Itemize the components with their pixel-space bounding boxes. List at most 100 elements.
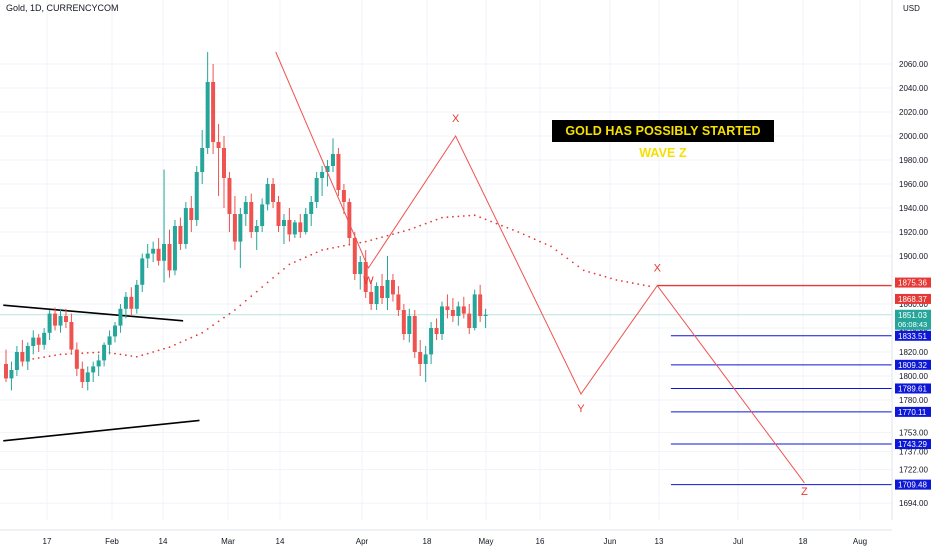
ma-dot — [157, 349, 160, 352]
price-badge — [895, 383, 931, 394]
target-level-lines — [657, 284, 892, 486]
ma-dot — [457, 215, 460, 218]
candle-body — [276, 202, 281, 226]
candle-body — [396, 294, 401, 310]
price-tick-label: 2060.00 — [899, 60, 928, 69]
ma-dot — [195, 334, 198, 337]
candle-body — [374, 286, 379, 304]
ma-dot — [48, 355, 51, 358]
candle-body — [358, 262, 363, 274]
ma-dot — [408, 228, 411, 231]
ma-dot — [217, 320, 220, 323]
ma-dot — [277, 272, 280, 275]
candle-body — [243, 202, 248, 214]
ma-dot — [32, 358, 35, 360]
ma-dot — [370, 239, 373, 242]
price-badge-label: 1868.37 — [898, 295, 927, 304]
ma-dot — [544, 243, 547, 245]
price-tick-label: 1860.00 — [899, 300, 928, 309]
ma-dot — [326, 248, 329, 250]
ma-dot — [561, 253, 563, 256]
candle-body — [107, 336, 112, 345]
candle-body — [4, 364, 8, 379]
price-badge — [895, 277, 931, 288]
candle-body — [254, 226, 259, 232]
candle-body — [140, 258, 145, 285]
candle-body — [227, 178, 232, 214]
ma-dot — [304, 256, 307, 259]
wave-label-x: X — [452, 113, 460, 125]
candle-body — [472, 294, 477, 328]
elliott-wave-lines — [275, 51, 805, 484]
ma-dot — [571, 261, 574, 264]
price-tick-label: 1694.00 — [899, 499, 928, 508]
ma-dot — [413, 226, 416, 229]
time-tick-label: Apr — [356, 537, 369, 546]
candle-body — [9, 370, 14, 379]
candle-body — [325, 166, 330, 172]
candle-body — [113, 325, 117, 337]
ma-dot — [244, 299, 247, 302]
price-badge — [895, 330, 931, 341]
candle-body — [222, 148, 226, 178]
time-tick-label: 14 — [159, 537, 168, 546]
ma-dot — [402, 230, 405, 233]
candle-body — [91, 366, 96, 373]
candle-body — [450, 310, 455, 316]
price-tick-label: 1722.00 — [899, 466, 928, 475]
wave-label-x: X — [654, 263, 662, 275]
trendline — [3, 419, 200, 442]
ma-dot — [424, 222, 427, 225]
wave-label-y: Y — [577, 403, 585, 415]
candle-body — [63, 316, 68, 322]
price-badge-countdown: 06:08:43 — [898, 320, 927, 329]
candle-body — [47, 313, 52, 333]
time-tick-label: Mar — [221, 537, 235, 546]
candle-body — [42, 332, 47, 345]
candle-body — [211, 82, 216, 142]
ma-dot — [174, 343, 176, 346]
candle-body — [80, 368, 85, 382]
time-tick-label: 17 — [43, 537, 52, 546]
candle-body — [271, 184, 276, 202]
price-tick-label: 1940.00 — [899, 204, 928, 213]
wave-label-w: W — [363, 275, 374, 287]
ma-dot — [272, 277, 274, 279]
ma-dot — [190, 336, 193, 339]
candle-body — [123, 296, 128, 309]
candle-body — [303, 214, 308, 232]
ma-dot — [479, 216, 482, 219]
candle-body — [183, 208, 188, 244]
price-badge — [895, 439, 931, 450]
ma-dot — [130, 355, 133, 357]
candle-body — [200, 148, 205, 172]
candle-body — [14, 352, 19, 370]
candle-body — [369, 292, 374, 304]
ma-dot — [375, 237, 378, 240]
candle-body — [440, 306, 444, 334]
candle-body — [467, 313, 472, 328]
candle-body — [401, 310, 406, 334]
price-badge — [895, 309, 931, 330]
ma-dot — [615, 279, 618, 281]
ma-dot — [348, 243, 351, 246]
ma-dot — [501, 224, 503, 227]
ma-dot — [293, 261, 296, 263]
candle-body — [429, 328, 434, 355]
ma-dot — [539, 240, 541, 243]
ma-dot — [484, 218, 487, 221]
candle-body — [331, 154, 335, 166]
price-tick-label: 1960.00 — [899, 180, 928, 189]
ma-dot — [637, 283, 640, 286]
ma-dot — [146, 352, 149, 355]
candle-body — [445, 306, 450, 310]
ma-dot — [610, 277, 612, 280]
ma-dot — [582, 269, 585, 272]
time-axis[interactable]: 17 Feb 14 Mar 14 Apr 18 May 16 Jun 13 Jul 18 Aug — [0, 529, 892, 546]
ma-dot — [577, 265, 580, 268]
candle-body — [25, 346, 30, 362]
ma-dot — [533, 238, 536, 241]
ma-dot — [392, 233, 394, 236]
ma-dot — [555, 249, 558, 252]
